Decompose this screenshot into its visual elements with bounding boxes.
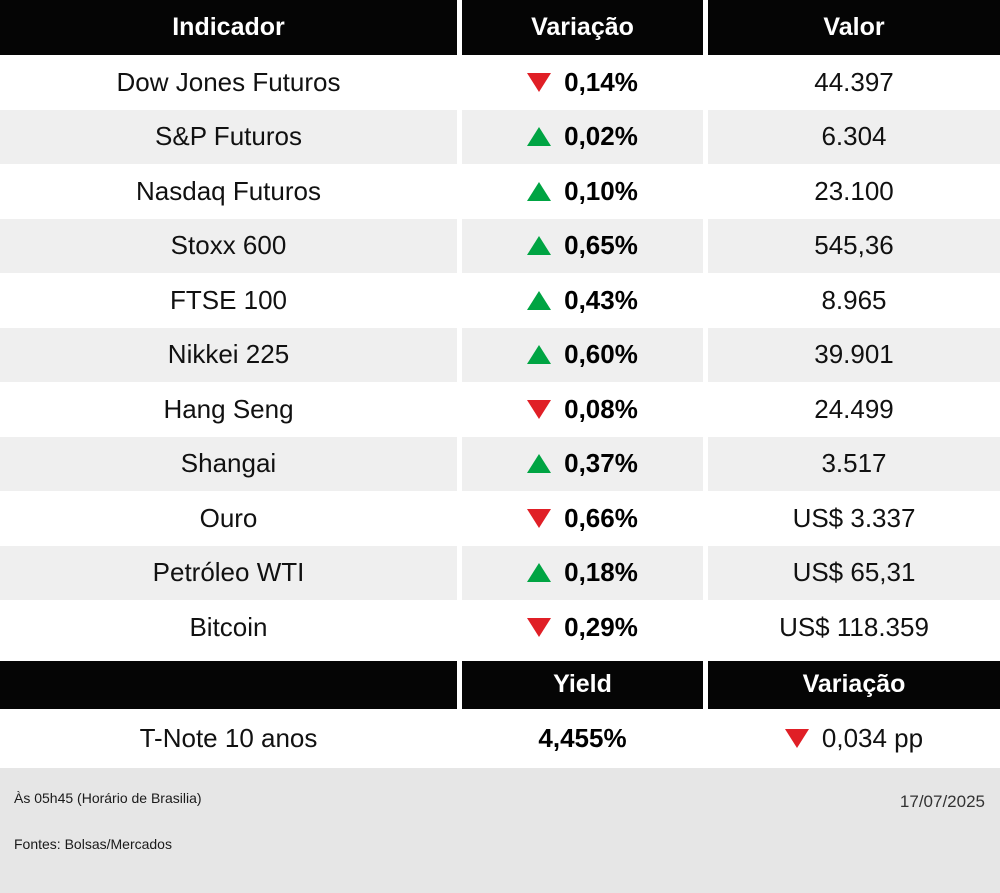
table-row: Ouro 0,66% US$ 3.337 [0, 491, 1000, 546]
header-valor: Valor [708, 0, 1000, 55]
down-triangle-icon [527, 617, 552, 637]
variation-value: 0,29% [564, 611, 638, 642]
indicator-name: FTSE 100 [0, 273, 457, 328]
down-triangle-icon [527, 72, 552, 92]
up-triangle-icon [527, 345, 552, 365]
indicator-value: 3.517 [708, 436, 1000, 491]
header-variacao: Variação [462, 0, 703, 55]
indicator-name: Petróleo WTI [0, 545, 457, 600]
variation-value: 0,37% [564, 448, 638, 479]
indicator-name: Nikkei 225 [0, 327, 457, 382]
down-triangle-icon [527, 399, 552, 419]
footer-date: 17/07/2025 [899, 791, 985, 811]
indicator-value: 6.304 [708, 109, 1000, 164]
up-triangle-icon [527, 236, 552, 256]
table-row: Shangai 0,37% 3.517 [0, 436, 1000, 491]
indicator-value: 39.901 [708, 327, 1000, 382]
indicator-name: Hang Seng [0, 382, 457, 437]
bond-indicator-name: T-Note 10 anos [0, 708, 457, 768]
up-triangle-icon [527, 563, 552, 583]
indicator-name: Shangai [0, 436, 457, 491]
indicator-value: US$ 118.359 [708, 600, 1000, 655]
bond-table-row: T-Note 10 anos 4,455% 0,034 pp [0, 708, 1000, 768]
indicator-value: 24.499 [708, 382, 1000, 437]
variation-cell: 0,29% [462, 600, 703, 655]
bond-variation-cell: 0,034 pp [708, 708, 1000, 768]
indicator-name: Bitcoin [0, 600, 457, 655]
bond-table-header: Yield Variação [0, 660, 1000, 709]
table-row: S&P Futuros 0,02% 6.304 [0, 109, 1000, 164]
table-row: FTSE 100 0,43% 8.965 [0, 273, 1000, 328]
down-triangle-icon [784, 728, 809, 748]
variation-value: 0,18% [564, 557, 638, 588]
up-triangle-icon [527, 454, 552, 474]
variation-cell: 0,18% [462, 545, 703, 600]
variation-cell: 0,10% [462, 164, 703, 219]
bond-header-variacao: Variação [708, 660, 1000, 709]
variation-value: 0,14% [564, 66, 638, 97]
variation-cell: 0,37% [462, 436, 703, 491]
variation-value: 0,10% [564, 175, 638, 206]
main-table-header: Indicador Variação Valor [0, 0, 1000, 55]
variation-cell: 0,02% [462, 109, 703, 164]
bond-header-yield: Yield [462, 660, 703, 709]
variation-cell: 0,60% [462, 327, 703, 382]
bond-variation-value: 0,034 pp [821, 722, 924, 753]
indicator-value: 44.397 [708, 55, 1000, 110]
up-triangle-icon [527, 127, 552, 147]
variation-cell: 0,66% [462, 491, 703, 546]
main-table-body: Dow Jones Futuros 0,14% 44.397 S&P Futur… [0, 55, 1000, 655]
variation-value: 0,02% [564, 121, 638, 152]
indicator-value: 8.965 [708, 273, 1000, 328]
variation-cell: 0,14% [462, 55, 703, 110]
indicator-name: S&P Futuros [0, 109, 457, 164]
table-row: Dow Jones Futuros 0,14% 44.397 [0, 55, 1000, 110]
up-triangle-icon [527, 290, 552, 310]
indicator-name: Dow Jones Futuros [0, 55, 457, 110]
footer: Às 05h45 (Horário de Brasilia) 17/07/202… [0, 767, 1000, 893]
header-indicador: Indicador [0, 0, 457, 55]
variation-cell: 0,65% [462, 218, 703, 273]
table-row: Bitcoin 0,29% US$ 118.359 [0, 600, 1000, 655]
up-triangle-icon [527, 181, 552, 201]
variation-cell: 0,08% [462, 382, 703, 437]
variation-value: 0,65% [564, 230, 638, 261]
indicator-value: US$ 3.337 [708, 491, 1000, 546]
indicator-value: 545,36 [708, 218, 1000, 273]
variation-cell: 0,43% [462, 273, 703, 328]
bond-yield-value: 4,455% [462, 708, 703, 768]
indicator-value: US$ 65,31 [708, 545, 1000, 600]
down-triangle-icon [527, 508, 552, 528]
variation-value: 0,08% [564, 393, 638, 424]
indicator-value: 23.100 [708, 164, 1000, 219]
variation-value: 0,66% [564, 502, 638, 533]
bond-header-empty [0, 660, 457, 709]
variation-value: 0,60% [564, 339, 638, 370]
indicator-name: Stoxx 600 [0, 218, 457, 273]
table-row: Nasdaq Futuros 0,10% 23.100 [0, 164, 1000, 219]
table-row: Nikkei 225 0,60% 39.901 [0, 327, 1000, 382]
table-row: Stoxx 600 0,65% 545,36 [0, 218, 1000, 273]
table-row: Hang Seng 0,08% 24.499 [0, 382, 1000, 437]
table-row: Petróleo WTI 0,18% US$ 65,31 [0, 545, 1000, 600]
footer-sources: Fontes: Bolsas/Mercados [14, 835, 172, 852]
footer-timestamp: Às 05h45 (Horário de Brasilia) [14, 789, 202, 806]
indicator-name: Ouro [0, 491, 457, 546]
variation-value: 0,43% [564, 284, 638, 315]
indicator-name: Nasdaq Futuros [0, 164, 457, 219]
